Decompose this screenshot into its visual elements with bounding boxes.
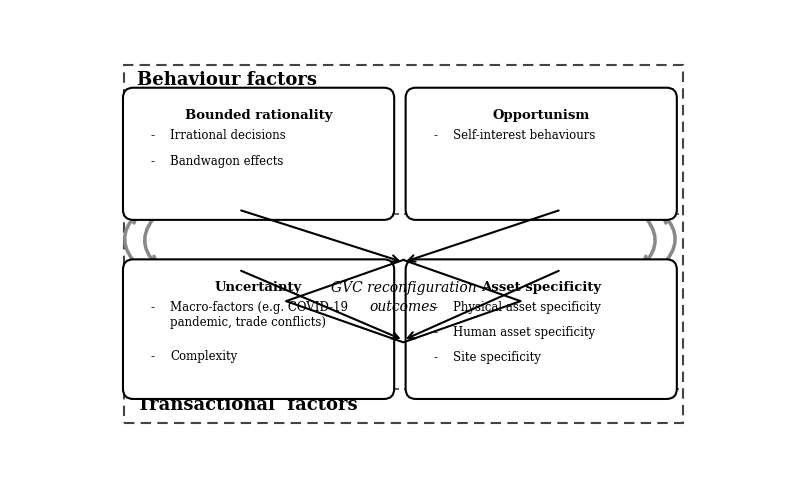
Text: GVC reconfiguration
outcomes: GVC reconfiguration outcomes (331, 281, 476, 314)
Text: -: - (150, 155, 154, 168)
Text: -: - (433, 327, 438, 339)
Text: Transactional  factors: Transactional factors (137, 396, 358, 413)
FancyArrowPatch shape (660, 214, 675, 268)
Text: -: - (150, 129, 154, 142)
FancyBboxPatch shape (123, 259, 394, 399)
Text: Physical asset specificity: Physical asset specificity (453, 301, 601, 314)
FancyArrowPatch shape (124, 214, 140, 268)
Text: Site specificity: Site specificity (453, 352, 541, 365)
Text: Macro-factors (e.g. COVID-19
pandemic, trade conflicts): Macro-factors (e.g. COVID-19 pandemic, t… (171, 301, 349, 329)
FancyBboxPatch shape (123, 88, 394, 220)
Text: -: - (150, 350, 154, 363)
Text: Opportunism: Opportunism (493, 110, 589, 123)
Text: Uncertainty: Uncertainty (215, 281, 302, 294)
Text: Bandwagon effects: Bandwagon effects (171, 155, 284, 168)
Text: -: - (433, 129, 438, 142)
Text: -: - (150, 301, 154, 314)
Text: Self-interest behaviours: Self-interest behaviours (453, 129, 596, 142)
Text: Human asset specificity: Human asset specificity (453, 327, 595, 339)
Text: -: - (433, 301, 438, 314)
Text: Behaviour factors: Behaviour factors (137, 71, 317, 88)
Text: -: - (433, 352, 438, 365)
Text: Complexity: Complexity (171, 350, 238, 363)
Text: Bounded rationality: Bounded rationality (185, 110, 332, 123)
Text: Irrational decisions: Irrational decisions (171, 129, 286, 142)
FancyBboxPatch shape (405, 88, 677, 220)
Text: Asset specificity: Asset specificity (481, 281, 601, 294)
FancyBboxPatch shape (405, 259, 677, 399)
FancyArrowPatch shape (145, 212, 160, 265)
FancyArrowPatch shape (640, 212, 656, 265)
